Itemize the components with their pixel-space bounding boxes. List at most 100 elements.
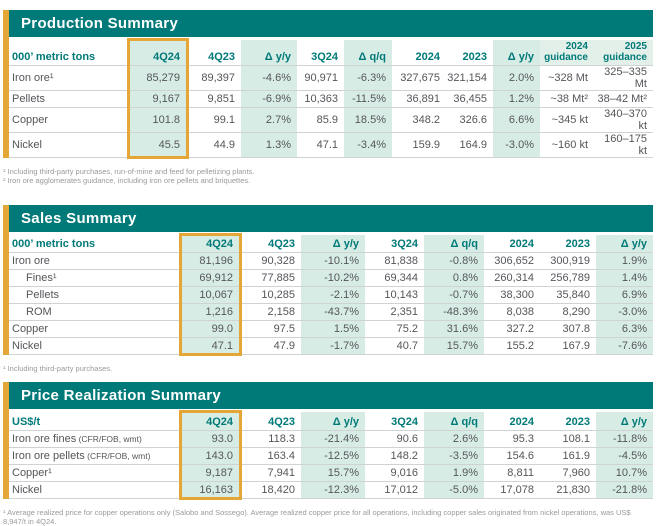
value-cell: 95.3 xyxy=(484,430,540,448)
price-realization-section: Price Realization Summary US$/t 4Q24 4Q2… xyxy=(3,382,655,526)
unit-label: 000’ metric tons xyxy=(9,234,182,253)
value-cell: -4.6% xyxy=(241,65,297,91)
col-header-4q24: 4Q24 xyxy=(182,234,239,253)
row-label-text: Copper¹ xyxy=(12,466,52,479)
col-header: 4Q23 xyxy=(186,40,241,66)
col-header: Δ y/y xyxy=(241,40,297,66)
value-cell: 47.1 xyxy=(182,337,239,355)
value-cell: -5.0% xyxy=(424,481,484,499)
value-cell: -48.3% xyxy=(424,303,484,321)
value-cell: 36,455 xyxy=(446,90,493,108)
row-label: Nickel xyxy=(9,132,130,158)
table-row: Nickel 45.5 44.9 1.3% 47.1 -3.4% 159.9 1… xyxy=(9,132,653,158)
table-row: Iron ore fines (CFR/FOB, wmt) 93.0 118.3… xyxy=(9,430,653,448)
col-header: Δ q/q xyxy=(344,40,392,66)
value-cell: 21,830 xyxy=(540,481,596,499)
value-cell: ~160 kt xyxy=(540,132,594,158)
value-cell: -0.7% xyxy=(424,286,484,304)
unit-label: 000’ metric tons xyxy=(9,40,130,66)
value-cell: 15.7% xyxy=(301,464,365,482)
row-label: Iron ore¹ xyxy=(9,65,130,91)
value-cell: -12.3% xyxy=(301,481,365,499)
value-cell: 143.0 xyxy=(182,447,239,465)
value-cell: 18.5% xyxy=(344,107,392,133)
table-row: Iron ore 81,196 90,328 -10.1% 81,838 -0.… xyxy=(9,252,653,270)
footnote: ¹ Average realized price for copper oper… xyxy=(3,507,631,526)
price-realization-title: Price Realization Summary xyxy=(9,382,653,409)
row-label: Iron ore xyxy=(9,252,182,270)
production-footnotes: ¹ Including third-party purchases, run-o… xyxy=(3,167,655,185)
value-cell: 1.9% xyxy=(596,252,653,270)
value-cell: 10,285 xyxy=(239,286,301,304)
table-row: Iron ore¹ 85,279 89,397 -4.6% 90,971 -6.… xyxy=(9,65,653,91)
value-cell: 18,420 xyxy=(239,481,301,499)
row-label-text: Iron ore pellets xyxy=(12,449,85,462)
col-header: 2024 xyxy=(484,234,540,253)
row-label: Pellets xyxy=(9,90,130,108)
col-header-4q24: 4Q24 xyxy=(130,40,186,66)
value-cell: 47.1 xyxy=(297,132,344,158)
sales-summary-title: Sales Summary xyxy=(9,204,653,232)
value-cell: -12.5% xyxy=(301,447,365,465)
col-header: 3Q24 xyxy=(365,412,424,431)
table-row: Copper 99.0 97.5 1.5% 75.2 31.6% 327.2 3… xyxy=(9,320,653,338)
value-cell: 9,187 xyxy=(182,464,239,482)
value-cell: 85.9 xyxy=(297,107,344,133)
value-cell: ~345 kt xyxy=(540,107,594,133)
value-cell: 77,885 xyxy=(239,269,301,287)
col-header: Δ y/y xyxy=(596,234,653,253)
unit-label: US$/t xyxy=(9,412,182,431)
table-row: Copper 101.8 99.1 2.7% 85.9 18.5% 348.2 … xyxy=(9,107,653,133)
value-cell: -11.8% xyxy=(596,430,653,448)
value-cell: 7,960 xyxy=(540,464,596,482)
value-cell: 1.5% xyxy=(301,320,365,338)
row-label: Copper¹ xyxy=(9,464,182,482)
row-label: Iron ore pellets (CFR/FOB, wmt) xyxy=(9,447,182,465)
row-label: Nickel xyxy=(9,481,182,499)
value-cell: 1.3% xyxy=(241,132,297,158)
value-cell: 9,851 xyxy=(186,90,241,108)
value-cell: 0.8% xyxy=(424,269,484,287)
value-cell: 45.5 xyxy=(130,132,186,158)
header-row: 000’ metric tons 4Q24 4Q23 Δ y/y 3Q24 Δ … xyxy=(9,234,653,253)
value-cell: 99.0 xyxy=(182,320,239,338)
value-cell: -3.4% xyxy=(344,132,392,158)
row-label-text: Nickel xyxy=(12,483,42,496)
value-cell: 69,344 xyxy=(365,269,424,287)
sales-table: 000’ metric tons 4Q24 4Q23 Δ y/y 3Q24 Δ … xyxy=(9,234,653,355)
header-row: 000’ metric tons 4Q24 4Q23 Δ y/y 3Q24 Δ … xyxy=(9,40,653,66)
value-cell: -21.8% xyxy=(596,481,653,499)
col-header: 2023 xyxy=(540,412,596,431)
col-header: 4Q23 xyxy=(239,234,301,253)
value-cell: -6.9% xyxy=(241,90,297,108)
value-cell: 93.0 xyxy=(182,430,239,448)
accent-bar: Sales Summary 000’ metric tons 4Q24 4Q23… xyxy=(3,204,653,356)
table-row: Iron ore pellets (CFR/FOB, wmt) 143.0 16… xyxy=(9,447,653,465)
value-cell: 161.9 xyxy=(540,447,596,465)
value-cell: -4.5% xyxy=(596,447,653,465)
col-header-4q24: 4Q24 xyxy=(182,412,239,431)
value-cell: 8,290 xyxy=(540,303,596,321)
sales-summary-section: Sales Summary 000’ metric tons 4Q24 4Q23… xyxy=(3,204,655,373)
value-cell: 6.6% xyxy=(493,107,540,133)
footnote: ¹ Including third-party purchases. xyxy=(3,364,113,373)
table-row: Pellets 9,167 9,851 -6.9% 10,363 -11.5% … xyxy=(9,90,653,108)
value-cell: 7,941 xyxy=(239,464,301,482)
col-header: 2023 xyxy=(540,234,596,253)
value-cell: 256,789 xyxy=(540,269,596,287)
value-cell: 163.4 xyxy=(239,447,301,465)
value-cell: 15.7% xyxy=(424,337,484,355)
value-cell: 8,038 xyxy=(484,303,540,321)
value-cell: 325–335 Mt xyxy=(594,65,653,91)
value-cell: 90,328 xyxy=(239,252,301,270)
value-cell: 81,838 xyxy=(365,252,424,270)
price-realization-table: US$/t 4Q24 4Q23 Δ y/y 3Q24 Δ q/q 2024 20… xyxy=(9,412,653,499)
value-cell: 38,300 xyxy=(484,286,540,304)
row-label: Iron ore fines (CFR/FOB, wmt) xyxy=(9,430,182,448)
value-cell: 348.2 xyxy=(392,107,446,133)
value-cell: 321,154 xyxy=(446,65,493,91)
table-row: ROM 1,216 2,158 -43.7% 2,351 -48.3% 8,03… xyxy=(9,303,653,321)
col-header-guidance-2024: 2024 guidance xyxy=(540,40,594,66)
value-cell: 154.6 xyxy=(484,447,540,465)
value-cell: 1.2% xyxy=(493,90,540,108)
